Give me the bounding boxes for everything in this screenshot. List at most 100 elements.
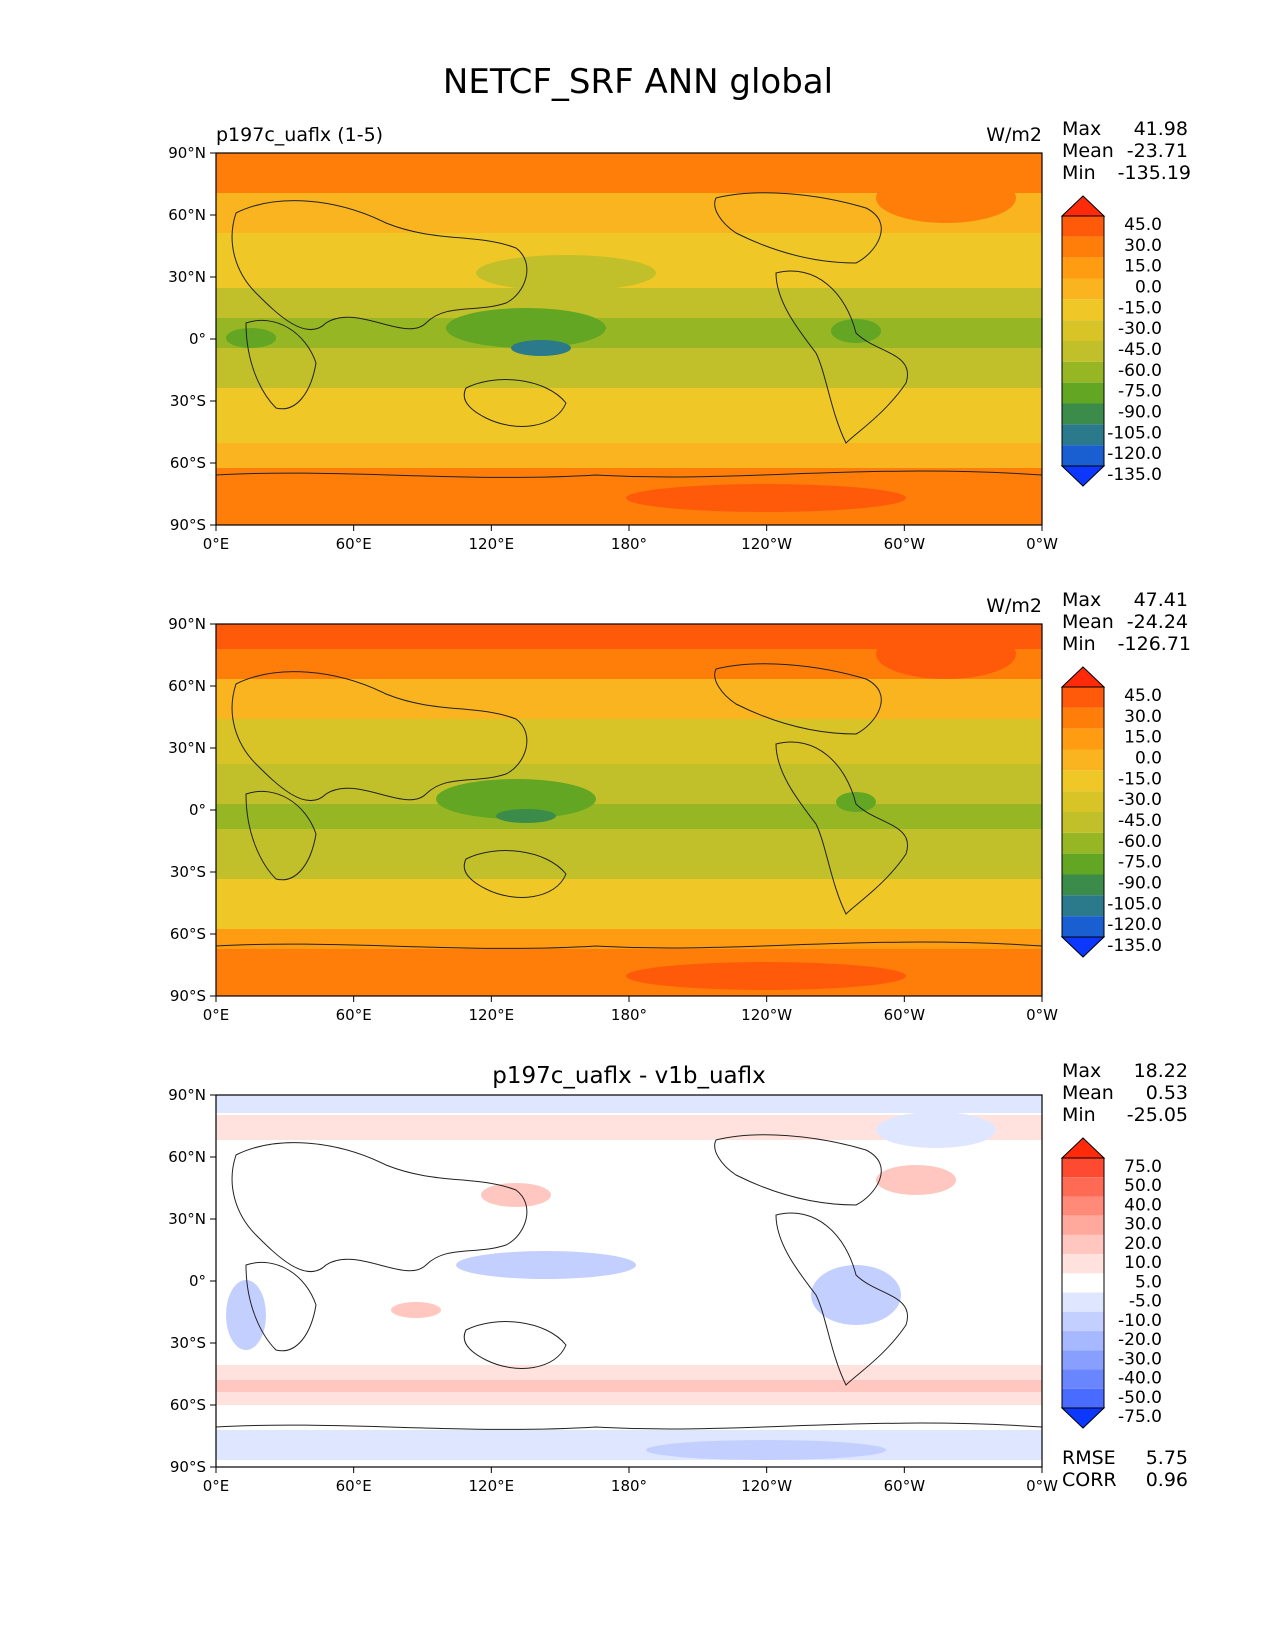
- x-tick-label: 0°E: [203, 535, 230, 553]
- colorbar-segment: [1062, 687, 1104, 708]
- colorbar-frame: [1061, 215, 1105, 467]
- x-tick-label: 180°: [611, 1477, 647, 1495]
- stat-mean-label: Mean: [1062, 1082, 1114, 1104]
- y-tick-label: 90°N: [168, 144, 206, 162]
- x-tick-label: 180°: [611, 535, 647, 553]
- colorbar-segment: [1062, 361, 1104, 383]
- y-ticks-3: 90°N 60°N 30°N 0° 30°S 60°S 90°S: [168, 1086, 216, 1476]
- colorbar-3: 75.050.040.030.020.010.05.0-5.0-10.0-20.…: [1060, 1137, 1162, 1429]
- colorbar-label: -30.0: [1118, 1349, 1162, 1369]
- colorbar-label: 40.0: [1124, 1195, 1162, 1215]
- figure-title: NETCF_SRF ANN global: [443, 62, 833, 102]
- colorbar-extend-bottom: [1060, 465, 1106, 487]
- colorbar-extend-top: [1060, 1137, 1106, 1159]
- x-tick-label: 120°W: [741, 1477, 792, 1495]
- y-tick-label: 90°N: [168, 1086, 206, 1104]
- stat-max-label: Max: [1062, 589, 1101, 611]
- x-tick-label: 60°E: [336, 535, 372, 553]
- colorbar-label: -30.0: [1118, 790, 1162, 810]
- stat-max-label: Max: [1062, 118, 1101, 140]
- stat-max-value: 41.98: [1134, 118, 1188, 140]
- y-tick-label: 90°N: [168, 615, 206, 633]
- units-label-1: W/m2: [986, 124, 1042, 146]
- y-tick-label: 60°N: [168, 677, 206, 695]
- colorbar-label: -5.0: [1129, 1292, 1162, 1312]
- colorbar-segment: [1062, 1196, 1104, 1216]
- stat-mean-label: Mean: [1062, 611, 1114, 633]
- x-tick-label: 60°W: [884, 535, 926, 553]
- x-tick-label: 0°W: [1026, 535, 1058, 553]
- y-tick-label: 0°: [189, 801, 206, 819]
- stats-1: Max 41.98 Mean -23.71 Min -135.19: [1062, 118, 1191, 184]
- colorbar-segment: [1062, 278, 1104, 300]
- x-tick-label: 120°W: [741, 1006, 792, 1024]
- stat-max-value: 47.41: [1134, 589, 1188, 611]
- colorbar-segment: [1062, 1369, 1104, 1389]
- colorbar-segment: [1062, 1273, 1104, 1293]
- colorbar-label: 30.0: [1124, 1215, 1162, 1235]
- y-tick-label: 90°S: [170, 987, 206, 1005]
- colorbar-segment: [1062, 791, 1104, 812]
- stats-2: Max 47.41 Mean -24.24 Min -126.71: [1062, 589, 1191, 655]
- colorbar-segment: [1062, 1331, 1104, 1351]
- y-tick-label: 90°S: [170, 1458, 206, 1476]
- x-ticks-1: 0°E 60°E 120°E 180° 120°W 60°W 0°W: [203, 525, 1058, 553]
- colorbar-label: -75.0: [1118, 853, 1162, 873]
- colorbar-label: -15.0: [1118, 769, 1162, 789]
- y-tick-label: 60°N: [168, 1148, 206, 1166]
- x-tick-label: 120°W: [741, 535, 792, 553]
- colorbar-segment: [1062, 299, 1104, 321]
- colorbar-label: -60.0: [1118, 832, 1162, 852]
- colorbar-1: 45.030.015.00.0-15.0-30.0-45.0-60.0-75.0…: [1060, 195, 1162, 487]
- colorbar-label: 20.0: [1124, 1234, 1162, 1254]
- map-field-3: [216, 1095, 1042, 1467]
- x-tick-label: 120°E: [469, 535, 515, 553]
- colorbar-segment: [1062, 1158, 1104, 1178]
- panel-3: 90°N 60°N 30°N 0° 30°S 60°S 90°S 0°E 60°E 120°E 1…: [168, 1060, 1188, 1495]
- stat-max-label: Max: [1062, 1060, 1101, 1082]
- colorbar-segment: [1062, 916, 1104, 937]
- x-tick-label: 180°: [611, 1006, 647, 1024]
- colorbar-segment: [1062, 1292, 1104, 1312]
- y-tick-label: 30°S: [170, 1334, 206, 1352]
- colorbar-segment: [1062, 216, 1104, 237]
- stat-min-value: -135.19: [1118, 162, 1191, 184]
- colorbar-segment: [1062, 257, 1104, 279]
- stat-min-label: Min: [1062, 633, 1096, 655]
- colorbar-segment: [1062, 424, 1104, 446]
- subplot-title-3: p197c_uaflx - v1b_uaflx: [492, 1063, 765, 1089]
- stat-mean-value: 0.53: [1146, 1082, 1188, 1104]
- stat-corr-label: CORR: [1062, 1469, 1117, 1491]
- x-tick-label: 60°W: [884, 1477, 926, 1495]
- colorbar-label: 10.0: [1124, 1253, 1162, 1273]
- y-tick-label: 30°N: [168, 1210, 206, 1228]
- map-field-2: [216, 624, 1042, 996]
- colorbar-segment: [1062, 895, 1104, 917]
- colorbar-label: -20.0: [1118, 1330, 1162, 1350]
- colorbar-label: -40.0: [1118, 1369, 1162, 1389]
- y-tick-label: 90°S: [170, 516, 206, 534]
- colorbar-label: -30.0: [1118, 319, 1162, 339]
- x-tick-label: 60°E: [336, 1477, 372, 1495]
- stat-max-value: 18.22: [1134, 1060, 1188, 1082]
- colorbar-segment: [1062, 874, 1104, 896]
- x-tick-label: 60°W: [884, 1006, 926, 1024]
- colorbar-segment: [1062, 382, 1104, 404]
- stat-mean-label: Mean: [1062, 140, 1114, 162]
- colorbar-label: -60.0: [1118, 361, 1162, 381]
- colorbar-label: -90.0: [1118, 403, 1162, 423]
- colorbar-label: 50.0: [1124, 1176, 1162, 1196]
- x-ticks-3: 0°E 60°E 120°E 180° 120°W 60°W 0°W: [203, 1467, 1058, 1495]
- y-ticks-2: 90°N 60°N 30°N 0° 30°S 60°S 90°S: [168, 615, 216, 1005]
- colorbar-label: 15.0: [1124, 728, 1162, 748]
- stats-3: Max 18.22 Mean 0.53 Min -25.05 RMSE 5.75…: [1062, 1060, 1188, 1491]
- panel-1: 90°N 60°N 30°N 0° 30°S 60°S 90°S 0°E 60°E 120°E 1…: [168, 118, 1191, 553]
- colorbar-label: -135.0: [1107, 465, 1162, 485]
- colorbar-segment: [1062, 1177, 1104, 1197]
- colorbar-segment: [1062, 341, 1104, 362]
- colorbar-label: -75.0: [1118, 1407, 1162, 1427]
- colorbar-label: -120.0: [1107, 444, 1162, 464]
- colorbar-segment: [1062, 403, 1104, 425]
- colorbar-label: 15.0: [1124, 257, 1162, 277]
- colorbar-extend-bottom: [1060, 1407, 1106, 1429]
